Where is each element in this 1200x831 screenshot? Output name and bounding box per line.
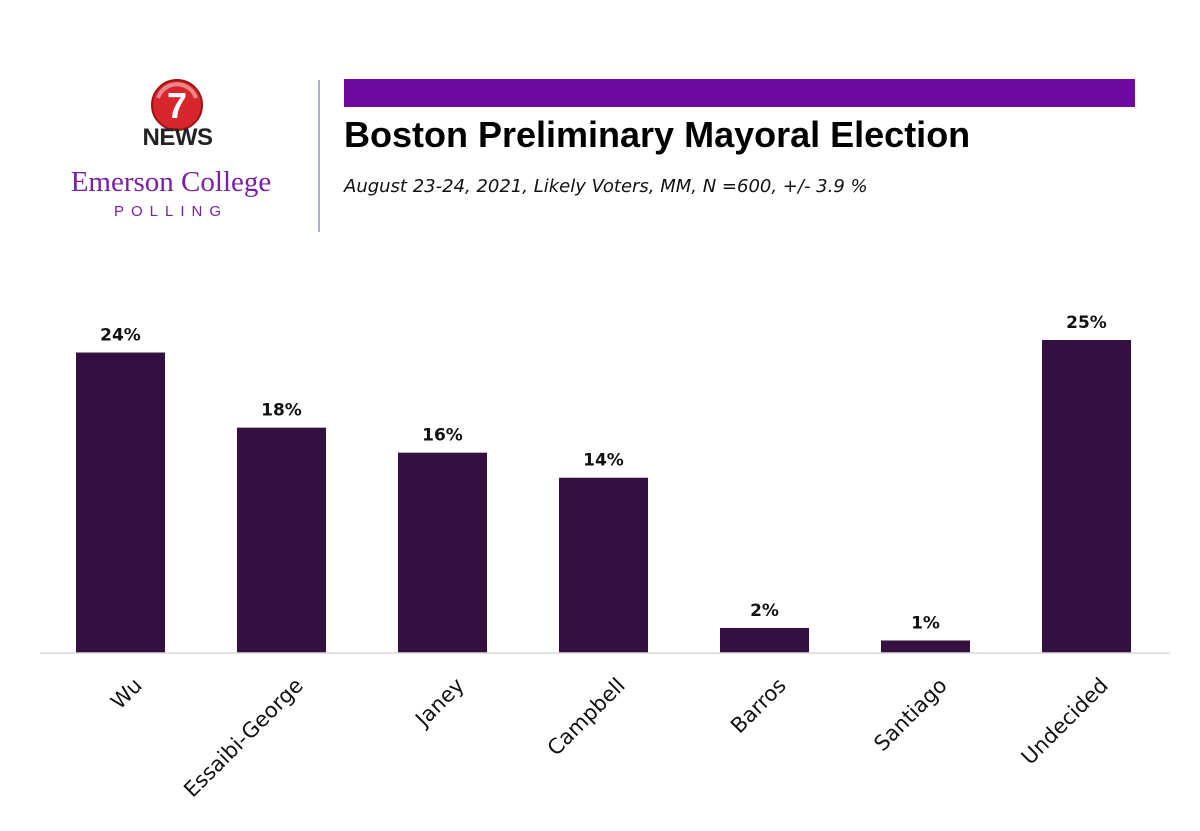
value-label-santiago: 1% [911, 613, 940, 633]
polling-wordmark: POLLING [113, 203, 229, 220]
7news-badge-icon: 7 [151, 79, 203, 131]
bar-wu [76, 352, 165, 653]
bar-barros [720, 627, 809, 653]
bar-santiago [881, 640, 970, 653]
value-label-campbell: 14% [583, 451, 624, 471]
category-label-campbell: Campbell [543, 673, 630, 760]
value-label-essaibi-george: 18% [261, 401, 302, 421]
value-label-undecided: 25% [1066, 313, 1107, 333]
bar-undecided [1042, 340, 1131, 653]
category-label-undecided: Undecided [1017, 673, 1113, 769]
header-band [344, 79, 1135, 107]
bar-janey [398, 452, 487, 653]
category-label-wu: Wu [106, 673, 147, 714]
badge-number: 7 [167, 85, 187, 126]
category-label-essaibi-george: Essaibi-George [179, 673, 308, 802]
college-wordmark: Emerson College [70, 166, 272, 198]
bar-campbell [559, 477, 648, 653]
emerson-7news-logo: 7 NEWS Emerson College POLLING [40, 78, 300, 228]
chart-subtitle: August 23-24, 2021, Likely Voters, MM, N… [344, 176, 868, 197]
category-label-janey: Janey [410, 673, 469, 732]
bar-essaibi-george [237, 427, 326, 653]
header-divider [318, 80, 320, 232]
news-wordmark: NEWS [142, 124, 214, 151]
chart-title: Boston Preliminary Mayoral Election [344, 114, 971, 155]
value-label-barros: 2% [750, 601, 779, 621]
value-label-janey: 16% [422, 426, 463, 446]
category-label-barros: Barros [726, 673, 791, 738]
category-label-santiago: Santiago [869, 673, 951, 755]
value-label-wu: 24% [100, 326, 141, 346]
